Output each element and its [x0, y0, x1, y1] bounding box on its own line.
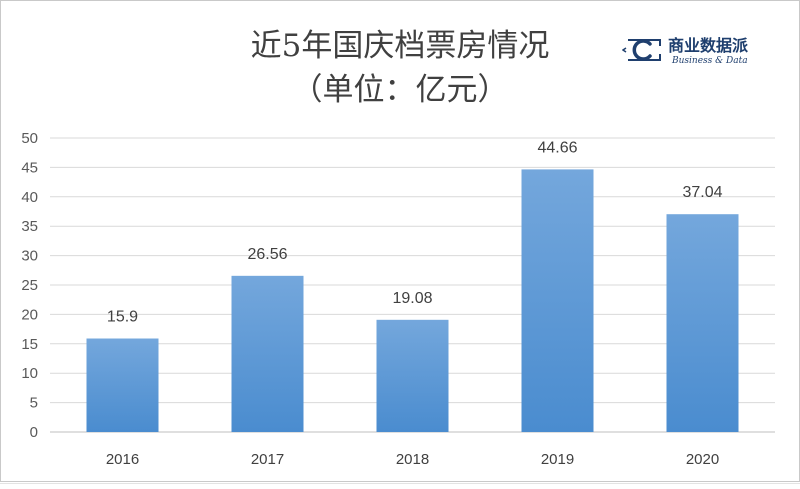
bottom-divider: [0, 483, 800, 484]
bar-2018: [376, 319, 449, 432]
bar-2016: [86, 338, 159, 432]
x-tick-label-2016: 2016: [106, 451, 139, 468]
bar-2017: [231, 275, 304, 432]
bar-2019: [521, 169, 594, 432]
y-tick-label: 20: [21, 306, 38, 323]
y-tick-label: 35: [21, 218, 38, 235]
y-tick-label: 5: [30, 395, 38, 412]
chart-unit-subtitle: （单位：亿元）: [291, 72, 509, 108]
x-tick-label-2020: 2020: [686, 451, 719, 468]
brand-logo: 商业数据派 Business & Data: [621, 30, 792, 74]
x-tick-label-2018: 2018: [396, 451, 429, 468]
logo-c-icon: [621, 39, 661, 61]
y-axis-ticks: 0 5 10 15 20 25 30 35 40 45 50: [21, 130, 38, 441]
logo-name: 商业数据派: [668, 36, 749, 55]
data-label-2020: 37.04: [682, 184, 722, 201]
bar-2020: [666, 214, 739, 432]
grid-lines: [50, 137, 775, 433]
bars: [86, 169, 739, 432]
x-tick-label-2019: 2019: [541, 451, 574, 468]
x-axis-ticks: 2016 2017 2018 2019 2020: [106, 451, 719, 468]
data-label-2016: 15.9: [107, 309, 138, 326]
chart-title: 近5年国庆档票房情况: [250, 28, 550, 64]
x-tick-label-2017: 2017: [251, 451, 284, 468]
data-labels: 15.9 26.56 19.08 44.66 37.04: [107, 139, 723, 325]
y-tick-label: 0: [30, 424, 38, 441]
data-label-2019: 44.66: [537, 139, 577, 156]
data-label-2018: 19.08: [392, 290, 432, 307]
y-tick-label: 40: [21, 189, 38, 206]
y-tick-label: 10: [21, 365, 38, 382]
y-tick-label: 45: [21, 159, 38, 176]
data-label-2017: 26.56: [247, 246, 287, 263]
y-tick-label: 50: [21, 130, 38, 147]
logo-subtitle: Business & Data: [672, 56, 748, 66]
y-tick-label: 15: [21, 336, 38, 353]
y-tick-label: 30: [21, 248, 38, 265]
y-tick-label: 25: [21, 277, 38, 294]
